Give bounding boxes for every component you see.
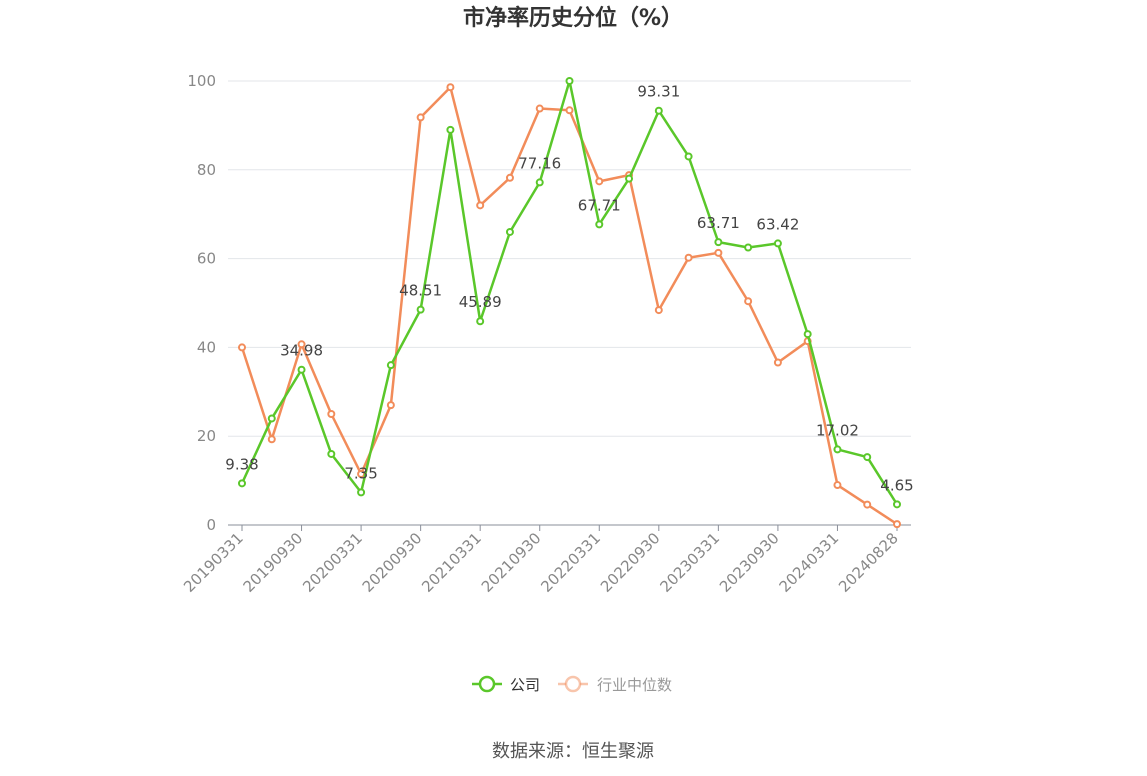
data-labels: 9.38 34.98 7.35 48.51 45.89 77.16 67.71 93.31 63…: [225, 83, 913, 495]
data-point: [238, 479, 246, 488]
legend-item-1[interactable]: 行业中位数: [558, 675, 672, 694]
data-point: [654, 306, 663, 315]
data-label: 9.38: [225, 455, 258, 473]
x-tick-label: 20200331: [299, 529, 366, 596]
data-point: [446, 83, 455, 92]
data-point: [386, 361, 395, 370]
data-point: [327, 410, 336, 418]
data-point: [357, 469, 366, 478]
y-tick-label: 0: [206, 516, 216, 534]
data-point: [238, 343, 246, 352]
y-tick-label: 80: [197, 161, 216, 179]
data-label: 77.16: [518, 154, 561, 172]
data-label: 4.65: [880, 476, 913, 494]
x-tick-label: 20240331: [776, 529, 843, 596]
series-group: [238, 77, 901, 529]
data-point: [863, 500, 872, 509]
data-point: [773, 358, 782, 367]
data-point: [773, 239, 782, 248]
data-label: 67.71: [578, 196, 621, 214]
data-label: 7.35: [344, 464, 377, 482]
data-point: [893, 520, 901, 529]
data-point: [714, 238, 723, 247]
data-point: [565, 77, 574, 85]
data-label: 63.42: [756, 215, 799, 233]
data-point: [297, 365, 306, 374]
data-point: [267, 435, 276, 444]
chart-title: 市净率历史分位（%）: [463, 5, 683, 31]
x-tick-label: 20210930: [478, 529, 545, 596]
y-tick-label: 100: [187, 72, 216, 90]
grid-lines: [228, 80, 911, 437]
y-tick-label: 20: [197, 427, 216, 445]
series-line-0: [240, 79, 899, 506]
y-tick-label: 60: [197, 250, 216, 268]
data-point: [595, 220, 604, 229]
x-tick-label: 20210331: [418, 529, 485, 596]
legend-label: 行业中位数: [597, 676, 672, 694]
data-point: [625, 174, 634, 183]
data-point: [476, 317, 485, 326]
data-point: [684, 253, 693, 262]
legend[interactable]: 公司 行业中位数: [472, 675, 672, 694]
x-tick-label: 20190331: [180, 529, 247, 596]
data-point: [833, 445, 842, 454]
legend-marker: [478, 675, 496, 693]
data-point: [505, 173, 514, 182]
y-tick-label: 40: [197, 338, 216, 356]
data-point: [654, 106, 663, 115]
data-point: [863, 453, 872, 462]
data-point: [535, 178, 544, 187]
x-tick-label: 20200930: [359, 529, 426, 596]
data-point: [297, 340, 306, 349]
data-point: [505, 227, 514, 236]
source-note: 数据来源：恒生聚源: [492, 741, 654, 762]
x-tick-label: 20230331: [656, 529, 723, 596]
data-point: [744, 243, 753, 252]
data-point: [714, 248, 723, 257]
data-point: [446, 125, 455, 134]
data-point: [744, 297, 753, 306]
data-point: [684, 152, 693, 161]
x-tick-label: 20240828: [835, 529, 902, 596]
legend-item-0[interactable]: 公司: [472, 675, 540, 694]
data-point: [565, 106, 574, 115]
data-point: [386, 401, 395, 410]
data-point: [535, 104, 544, 113]
legend-marker: [564, 675, 582, 693]
data-point: [416, 113, 425, 122]
data-point: [327, 449, 336, 458]
data-label: 17.02: [816, 421, 859, 439]
x-tick-label: 20220930: [597, 529, 664, 596]
data-point: [595, 177, 604, 186]
x-tick-label: 20190930: [240, 529, 307, 596]
data-point: [267, 414, 276, 423]
x-tick-label: 20220331: [537, 529, 604, 596]
data-label: 45.89: [459, 293, 502, 311]
data-point: [803, 330, 812, 339]
y-axis: 0 20 40 60 80 100: [187, 72, 216, 534]
data-point: [833, 481, 842, 490]
data-label: 93.31: [637, 83, 680, 101]
data-point: [416, 305, 425, 314]
data-point: [476, 201, 485, 210]
legend-label: 公司: [510, 676, 540, 694]
data-label: 48.51: [399, 282, 442, 300]
data-point: [893, 500, 901, 509]
data-label: 63.71: [697, 214, 740, 232]
data-label: 34.98: [280, 342, 323, 360]
x-axis: 2019033120190930202003312020093020210331…: [180, 524, 911, 596]
x-tick-label: 20230930: [716, 529, 783, 596]
data-point: [357, 488, 366, 497]
